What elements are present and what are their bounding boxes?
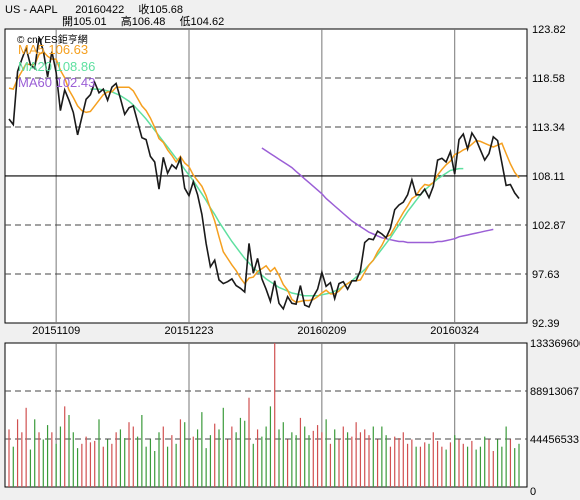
price-y-tick-label: 97.63	[532, 269, 560, 281]
price-y-tick-label: 102.87	[532, 220, 566, 232]
legend-ma20-name: MA20	[18, 59, 52, 74]
series-line-ma20	[90, 88, 464, 297]
volume-y-tick-label: 44456533	[530, 434, 579, 446]
high-label: 高106.48	[120, 16, 166, 28]
watermark: © cnYES鉅亨網	[17, 35, 88, 46]
price-x-tick-label: 20151223	[165, 325, 214, 337]
low-label: 低104.62	[179, 16, 225, 28]
date-label: 20160422	[75, 4, 125, 16]
legend-ma20: MA20 108.86	[18, 59, 95, 74]
legend-ma60: MA60 102.43	[18, 75, 95, 90]
price-y-tick-label: 118.58	[532, 73, 565, 85]
header-line-1: US - AAPL 20160422 收105.68	[5, 1, 183, 17]
legend-ma5-value: 106.63	[48, 42, 89, 57]
header-line-2: 開105.01 高106.48 低104.62	[62, 13, 224, 29]
price-panel: 123.82 118.58 113.34 108.11 102.87 97.63 92.39…	[4, 24, 566, 337]
legend-ma60-name: MA60	[18, 75, 52, 90]
price-y-tick-label: 113.34	[532, 122, 565, 134]
price-x-tick-label: 20160209	[297, 325, 346, 337]
legend-ma60-value: 102.43	[55, 75, 96, 90]
volume-y-tick-label: 0	[530, 486, 536, 498]
legend-ma20-value: 108.86	[55, 59, 96, 74]
price-y-tick-label: 108.11	[532, 171, 565, 183]
close-label: 收105.68	[138, 4, 184, 16]
legend-ma5-name: MA5	[18, 42, 45, 57]
price-y-tick-label: 123.82	[532, 24, 566, 36]
open-label: 開105.01	[62, 16, 107, 28]
symbol-label: US - AAPL	[5, 4, 58, 16]
volume-panel: 133369600 88913067 44456533 0	[4, 338, 580, 498]
series-line-ma60	[261, 147, 494, 244]
price-x-tick-label: 20160324	[430, 325, 479, 337]
volume-y-tick-label: 88913067	[530, 386, 579, 398]
volume-y-tick-label: 133369600	[530, 338, 580, 350]
series-line-price	[8, 37, 520, 311]
price-y-tick-label: 92.39	[532, 318, 560, 330]
price-x-tick-label: 20151109	[32, 325, 80, 337]
legend-ma5: MA5 106.63	[18, 42, 88, 57]
